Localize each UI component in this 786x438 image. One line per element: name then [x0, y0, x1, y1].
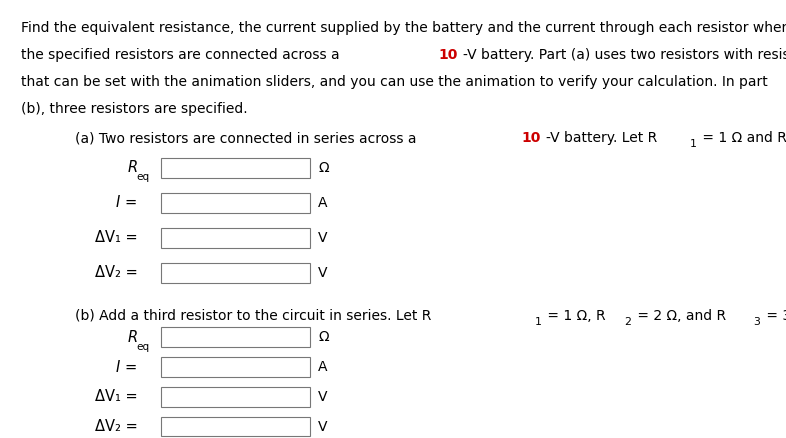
FancyBboxPatch shape: [161, 387, 310, 406]
Text: 3: 3: [753, 317, 760, 327]
Text: that can be set with the animation sliders, and you can use the animation to ver: that can be set with the animation slide…: [21, 75, 768, 89]
Text: eq: eq: [136, 173, 149, 182]
Text: 1: 1: [534, 317, 542, 327]
Text: eq: eq: [136, 342, 149, 352]
Text: V: V: [318, 266, 328, 280]
Text: 1: 1: [689, 139, 696, 149]
Text: I =: I =: [116, 195, 138, 210]
Text: ΔV₂ =: ΔV₂ =: [95, 419, 138, 434]
FancyBboxPatch shape: [161, 328, 310, 347]
Text: Ω: Ω: [318, 161, 329, 175]
Text: V: V: [318, 231, 328, 245]
Text: A: A: [318, 360, 328, 374]
FancyBboxPatch shape: [161, 193, 310, 212]
Text: ΔV₁ =: ΔV₁ =: [95, 230, 138, 245]
FancyBboxPatch shape: [161, 357, 310, 377]
FancyBboxPatch shape: [161, 417, 310, 436]
Text: V: V: [318, 420, 328, 434]
Text: the specified resistors are connected across a: the specified resistors are connected ac…: [21, 48, 344, 62]
Text: (a) Two resistors are connected in series across a: (a) Two resistors are connected in serie…: [75, 131, 421, 145]
Text: (b) Add a third resistor to the circuit in series. Let R: (b) Add a third resistor to the circuit …: [75, 309, 431, 323]
Text: ΔV₁ =: ΔV₁ =: [95, 389, 138, 404]
Text: I =: I =: [116, 360, 138, 374]
Text: Find the equivalent resistance, the current supplied by the battery and the curr: Find the equivalent resistance, the curr…: [21, 21, 786, 35]
Text: =: =: [159, 330, 175, 345]
FancyBboxPatch shape: [161, 263, 310, 283]
Text: = 1 Ω and R: = 1 Ω and R: [699, 131, 786, 145]
Text: 10: 10: [438, 48, 457, 62]
Text: = 1 Ω, R: = 1 Ω, R: [543, 309, 606, 323]
Text: Ω: Ω: [318, 330, 329, 344]
FancyBboxPatch shape: [161, 228, 310, 248]
Text: = 2 Ω, and R: = 2 Ω, and R: [633, 309, 726, 323]
Text: 2: 2: [624, 317, 631, 327]
Text: R: R: [127, 330, 138, 345]
Text: A: A: [318, 196, 328, 210]
Text: -V battery. Let R: -V battery. Let R: [546, 131, 657, 145]
Text: V: V: [318, 390, 328, 404]
Text: (b), three resistors are specified.: (b), three resistors are specified.: [21, 102, 248, 117]
Text: =: =: [159, 160, 175, 175]
Text: -V battery. Part (a) uses two resistors with resistance values: -V battery. Part (a) uses two resistors …: [463, 48, 786, 62]
Text: ΔV₂ =: ΔV₂ =: [95, 265, 138, 280]
Text: = 3 Ω.: = 3 Ω.: [762, 309, 786, 323]
Text: R: R: [127, 160, 138, 175]
Text: 10: 10: [521, 131, 540, 145]
FancyBboxPatch shape: [161, 158, 310, 178]
